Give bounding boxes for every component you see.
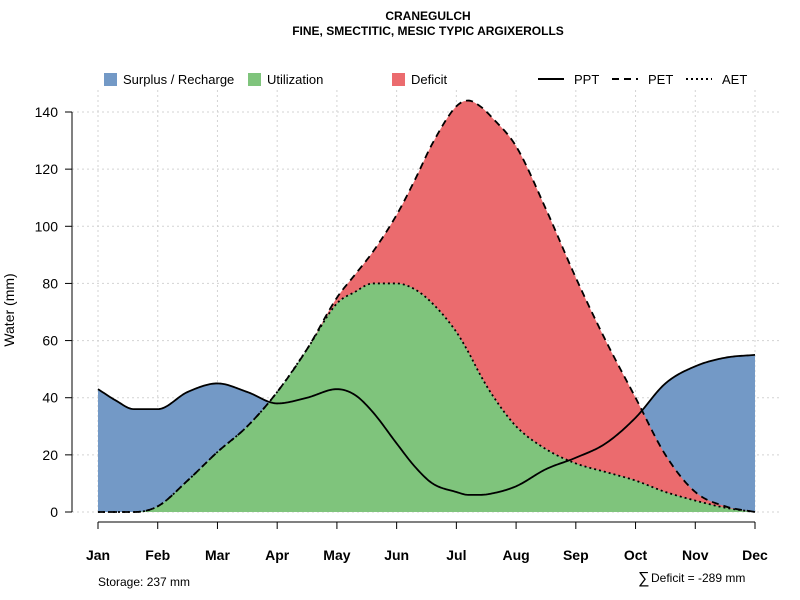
y-axis-label: Water (mm) [1,273,17,346]
x-tick-label-oct: Oct [624,547,648,563]
legend-swatch-surplus-recharge [104,73,117,86]
x-tick-label-apr: Apr [265,547,290,563]
y-tick-label-140: 140 [35,104,59,120]
storage-note: Storage: 237 mm [98,575,190,589]
deficit-sum-symbol: ∑ [638,570,649,587]
y-tick-label-20: 20 [42,447,58,463]
legend-label-ppt: PPT [574,72,599,87]
x-tick-label-dec: Dec [742,547,768,563]
axes: 0 20 40 60 80 100 120 140 Jan Feb Mar Apr May Jun Jul A… [35,104,768,563]
deficit-note: Deficit = -289 mm [651,571,745,585]
legend-label-pet: PET [648,72,673,87]
legend-label-aet: AET [722,72,747,87]
y-tick-label-40: 40 [42,390,58,406]
legend-label-surplus-recharge: Surplus / Recharge [123,72,234,87]
chart-subtitle: FINE, SMECTITIC, MESIC TYPIC ARGIXEROLLS [292,24,564,38]
legend: Surplus / Recharge Utilization Deficit PPT P… [104,72,747,87]
area-fills [98,100,755,512]
series-line-pet [98,99,756,513]
x-tick-label-jan: Jan [86,547,110,563]
x-tick-label-jun: Jun [384,547,409,563]
y-tick-label-120: 120 [35,161,59,177]
x-tick-label-mar: Mar [205,547,230,563]
legend-swatch-deficit [392,73,405,86]
legend-swatch-utilization [248,73,261,86]
chart-title: CRANEGULCH [385,9,470,23]
x-tick-label-may: May [323,547,350,563]
x-tick-label-jul: Jul [446,547,466,563]
x-tick-label-nov: Nov [682,547,709,563]
y-tick-label-100: 100 [35,218,59,234]
area-utilization [98,283,755,512]
legend-label-deficit: Deficit [411,72,448,87]
x-tick-label-aug: Aug [502,547,529,563]
y-tick-label-80: 80 [42,275,58,291]
legend-label-utilization: Utilization [267,72,323,87]
y-tick-label-60: 60 [42,333,58,349]
series-line-ppt [97,353,756,496]
x-tick-label-feb: Feb [145,547,170,563]
y-tick-label-0: 0 [50,504,58,520]
series-lines [97,99,756,513]
x-tick-label-sep: Sep [563,547,589,563]
area-deficit [98,100,755,512]
